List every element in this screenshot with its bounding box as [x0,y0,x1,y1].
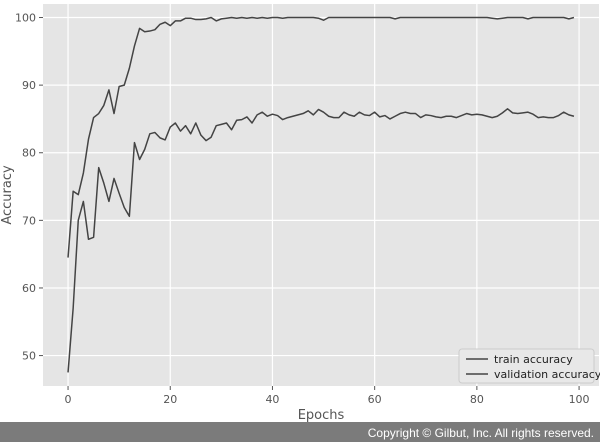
plot-background [43,4,599,386]
x-axis-label: Epochs [298,408,345,423]
y-tick-label: 80 [22,147,36,160]
train-accuracy-line [67,16,575,258]
grid [43,4,599,386]
validation-accuracy-line [67,108,575,373]
y-tick-label: 50 [22,350,36,363]
x-tick-label: 20 [163,393,177,406]
legend-label-validation: validation accuracy [494,368,600,381]
x-tick-label: 60 [368,393,382,406]
x-tick-label: 0 [65,393,72,406]
y-tick-label: 90 [22,79,36,92]
x-tick-label: 100 [569,393,590,406]
y-tick-label: 100 [15,12,36,25]
series [67,16,575,373]
footer-bar: Copyright © Gilbut, Inc. All rights rese… [0,422,600,442]
y-tick-label: 60 [22,282,36,295]
legend-label-train: train accuracy [494,353,573,366]
y-tick-label: 70 [22,214,36,227]
legend: train accuracy validation accuracy [458,348,600,384]
legend-box [458,348,595,384]
x-tick-label: 80 [470,393,484,406]
y-axis-label: Accuracy [0,165,15,225]
ticks: 0 20 40 60 80 100 50 60 70 80 90 100 [15,12,590,406]
copyright-text: Copyright © Gilbut, Inc. All rights rese… [367,426,594,440]
x-tick-label: 40 [265,393,279,406]
